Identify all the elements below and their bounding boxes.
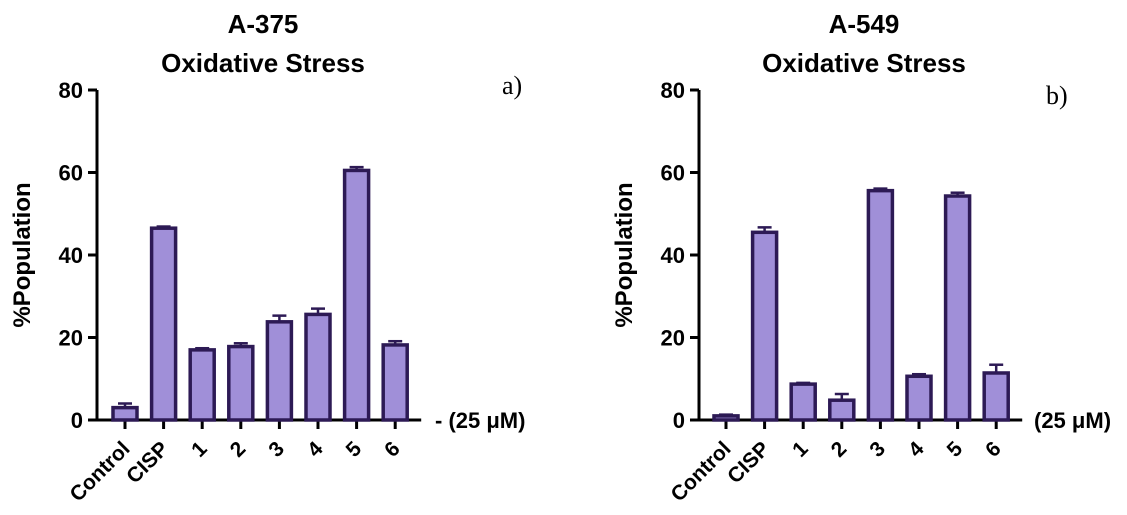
chart-title-line1: A-375	[228, 9, 299, 39]
panel-a: A-375 Oxidative Stress a) %Population 0 2…	[9, 9, 525, 506]
x-tick-label: 6	[380, 437, 405, 462]
panel-label: b)	[1046, 81, 1068, 110]
x-tick-label: 5	[342, 437, 367, 462]
bar-4	[304, 312, 332, 422]
y-tick-label: 40	[59, 243, 83, 268]
bar-4	[905, 374, 933, 422]
x-tick-label: 4	[904, 437, 929, 462]
y-tick-label: 40	[661, 243, 685, 268]
x-tick-label: 1	[788, 437, 813, 462]
chart-title-line2: Oxidative Stress	[161, 48, 365, 78]
y-tick-label: 0	[673, 408, 685, 433]
bars	[111, 165, 409, 422]
y-tick-label: 80	[59, 78, 83, 103]
bar-6	[381, 343, 409, 422]
bars	[712, 187, 1010, 422]
panel-b: A-549 Oxidative Stress b) %Population 0 2…	[611, 9, 1111, 506]
x-tick-label: 5	[943, 437, 968, 462]
dose-label: (25 μM)	[1034, 408, 1111, 433]
bar-cisp	[149, 226, 178, 422]
x-tick-label: CISP	[723, 437, 774, 488]
bar-cisp	[750, 230, 779, 422]
y-tick-label: 20	[59, 326, 83, 351]
x-tick-label: CISP	[122, 437, 173, 488]
bar-5	[943, 194, 972, 422]
bar-3	[265, 320, 294, 422]
bar-control	[712, 414, 740, 422]
x-tick-label: 6	[981, 437, 1006, 462]
bar-2	[227, 344, 255, 422]
y-axis-label: %Population	[9, 182, 36, 327]
axes	[88, 88, 422, 429]
bar-2	[828, 398, 856, 422]
bar-control	[111, 405, 139, 422]
bar-3	[866, 188, 895, 422]
y-tick-label: 60	[661, 161, 685, 186]
x-tick-label: 2	[827, 437, 852, 462]
chart-title-line1: A-549	[829, 9, 900, 39]
x-tick-label: 3	[865, 437, 890, 462]
x-tick-label: 1	[187, 437, 212, 462]
dose-label: - (25 μM)	[435, 408, 525, 433]
x-tick-label: 4	[303, 437, 328, 462]
bar-1	[188, 348, 216, 422]
y-tick-label: 80	[661, 78, 685, 103]
y-axis-label: %Population	[611, 182, 638, 327]
bar-1	[789, 382, 817, 422]
panel-label: a)	[502, 71, 522, 100]
y-tick-label: 20	[661, 326, 685, 351]
x-tick-label: 2	[226, 437, 251, 462]
chart-title-line2: Oxidative Stress	[762, 48, 966, 78]
y-tick-label: 60	[59, 161, 83, 186]
y-tick-label: 0	[71, 408, 83, 433]
x-tick-label: 3	[264, 437, 289, 462]
bar-6	[982, 371, 1010, 422]
bar-5	[342, 168, 371, 422]
axes	[690, 88, 1023, 429]
